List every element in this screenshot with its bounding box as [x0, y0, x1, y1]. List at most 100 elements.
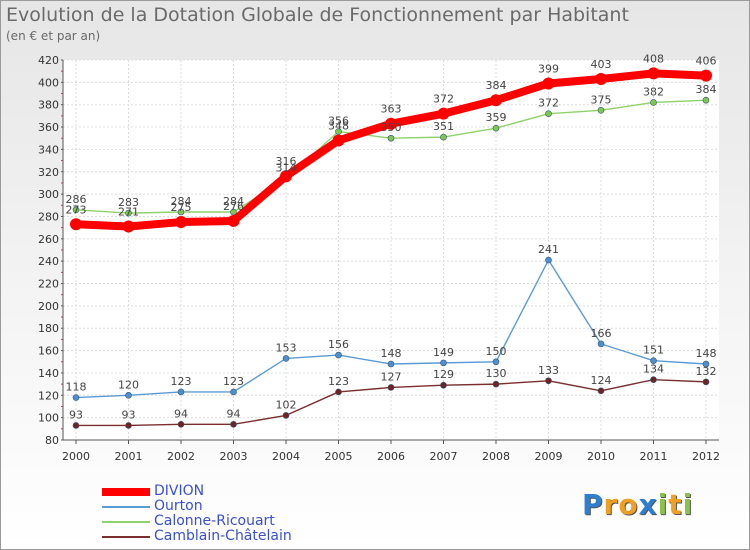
y-tick-label: 300 — [38, 188, 59, 201]
logo-letter: r — [603, 488, 619, 521]
data-label-camblain-chatelain: 124 — [591, 374, 612, 387]
axis-layer: 80 100 120 140 160 180 200 220 240 260 280 300 320 34… — [38, 54, 720, 463]
x-tick-label: 2011 — [640, 450, 668, 463]
x-tick-label: 2010 — [587, 450, 615, 463]
data-point-camblain-chatelain — [177, 421, 185, 428]
data-label-calonne-ricouart: 375 — [591, 93, 612, 106]
x-tick-label: 2012 — [692, 450, 720, 463]
data-point-calonne-ricouart — [492, 124, 500, 132]
x-tick-label: 2007 — [430, 450, 458, 463]
y-tick-label: 280 — [38, 210, 59, 223]
data-label-divion: 271 — [118, 206, 139, 219]
data-label-calonne-ricouart: 314 — [276, 161, 297, 174]
logo-letter: t — [668, 488, 683, 521]
data-point-divion — [437, 107, 450, 120]
y-tick-label: 220 — [38, 278, 59, 291]
data-point-divion — [595, 73, 607, 85]
data-label-camblain-chatelain: 93 — [122, 408, 136, 421]
data-label-ourton: 241 — [538, 243, 559, 256]
data-point-ourton — [282, 355, 290, 362]
data-label-calonne-ricouart: 286 — [66, 193, 87, 206]
data-label-calonne-ricouart: 356 — [328, 115, 349, 128]
data-point-calonne-ricouart — [702, 96, 710, 104]
data-label-ourton: 166 — [591, 327, 612, 340]
data-point-camblain-chatelain — [492, 380, 500, 388]
y-tick-label: 260 — [38, 233, 59, 246]
data-label-ourton: 149 — [433, 346, 454, 359]
data-label-ourton: 120 — [118, 378, 139, 391]
x-tick-label: 2001 — [115, 450, 143, 463]
data-point-divion — [700, 69, 712, 82]
data-label-calonne-ricouart: 372 — [538, 97, 559, 110]
data-label-camblain-chatelain: 133 — [538, 364, 559, 377]
y-tick-label: 140 — [38, 367, 59, 380]
data-label-divion: 408 — [643, 52, 664, 65]
data-point-divion — [385, 117, 397, 130]
x-tick-label: 2009 — [535, 450, 563, 463]
data-label-calonne-ricouart: 384 — [696, 83, 717, 96]
data-point-divion — [175, 216, 187, 229]
x-tick-label: 2008 — [482, 450, 510, 463]
y-tick-label: 380 — [38, 99, 59, 112]
data-point-ourton — [650, 357, 657, 364]
series-layer — [70, 67, 712, 429]
data-point-calonne-ricouart — [177, 208, 185, 216]
data-point-calonne-ricouart — [125, 209, 132, 217]
logo-letter: P — [582, 488, 604, 521]
data-point-calonne-ricouart — [387, 134, 395, 142]
data-label-calonne-ricouart: 283 — [118, 196, 139, 209]
data-point-ourton — [177, 388, 185, 396]
data-point-ourton — [72, 394, 80, 401]
data-label-calonne-ricouart: 351 — [433, 120, 454, 133]
data-label-camblain-chatelain: 132 — [696, 365, 717, 378]
data-point-ourton — [597, 340, 605, 348]
data-label-camblain-chatelain: 123 — [328, 375, 349, 388]
y-tick-label: 180 — [38, 322, 59, 335]
data-point-ourton — [545, 256, 552, 264]
data-label-ourton: 151 — [643, 344, 664, 357]
label-layer: 273 271 275 276 316 348 363 372 384 399 403 408 406 1… — [66, 52, 717, 421]
data-label-camblain-chatelain: 94 — [227, 407, 241, 420]
proxiti-logo: Proxiti — [582, 488, 693, 521]
data-point-ourton — [230, 388, 237, 396]
chart-subtitle: (en € et par an) — [6, 29, 101, 43]
data-point-calonne-ricouart — [650, 99, 657, 106]
x-tick-label: 2004 — [272, 450, 300, 463]
data-label-divion: 406 — [696, 55, 717, 68]
data-label-camblain-chatelain: 130 — [486, 367, 507, 380]
legend-swatch — [102, 487, 150, 496]
data-label-ourton: 123 — [171, 375, 192, 388]
data-label-divion: 372 — [433, 93, 454, 106]
legend-label: DIVION — [154, 483, 205, 499]
data-label-ourton: 150 — [486, 345, 507, 358]
logo-letter: x — [638, 488, 658, 521]
y-tick-label: 100 — [38, 412, 59, 425]
data-label-camblain-chatelain: 94 — [174, 407, 188, 420]
y-tick-label: 340 — [38, 143, 59, 156]
data-label-ourton: 148 — [381, 347, 402, 360]
data-point-camblain-chatelain — [702, 378, 710, 386]
logo-letter: i — [682, 488, 694, 521]
data-label-ourton: 156 — [328, 338, 349, 351]
data-point-ourton — [125, 391, 132, 399]
data-label-divion: 273 — [66, 203, 87, 216]
data-label-ourton: 123 — [223, 375, 244, 388]
x-tick-label: 2006 — [377, 450, 405, 463]
logo-letter: i — [657, 488, 669, 521]
data-point-camblain-chatelain — [72, 422, 80, 429]
data-point-camblain-chatelain — [387, 384, 395, 391]
data-label-camblain-chatelain: 93 — [69, 408, 83, 421]
data-label-calonne-ricouart: 284 — [171, 195, 192, 208]
data-label-camblain-chatelain: 102 — [276, 398, 297, 411]
data-point-calonne-ricouart — [72, 206, 80, 214]
data-point-camblain-chatelain — [597, 387, 605, 395]
data-point-divion — [122, 220, 135, 233]
x-tick-label: 2003 — [220, 450, 248, 463]
data-label-calonne-ricouart: 284 — [223, 195, 244, 208]
legend-label: Ourton — [154, 498, 203, 514]
data-label-divion: 275 — [171, 201, 192, 214]
logo-letter: o — [618, 488, 639, 521]
y-tick-label: 400 — [38, 76, 59, 89]
legend-swatch — [102, 505, 150, 508]
